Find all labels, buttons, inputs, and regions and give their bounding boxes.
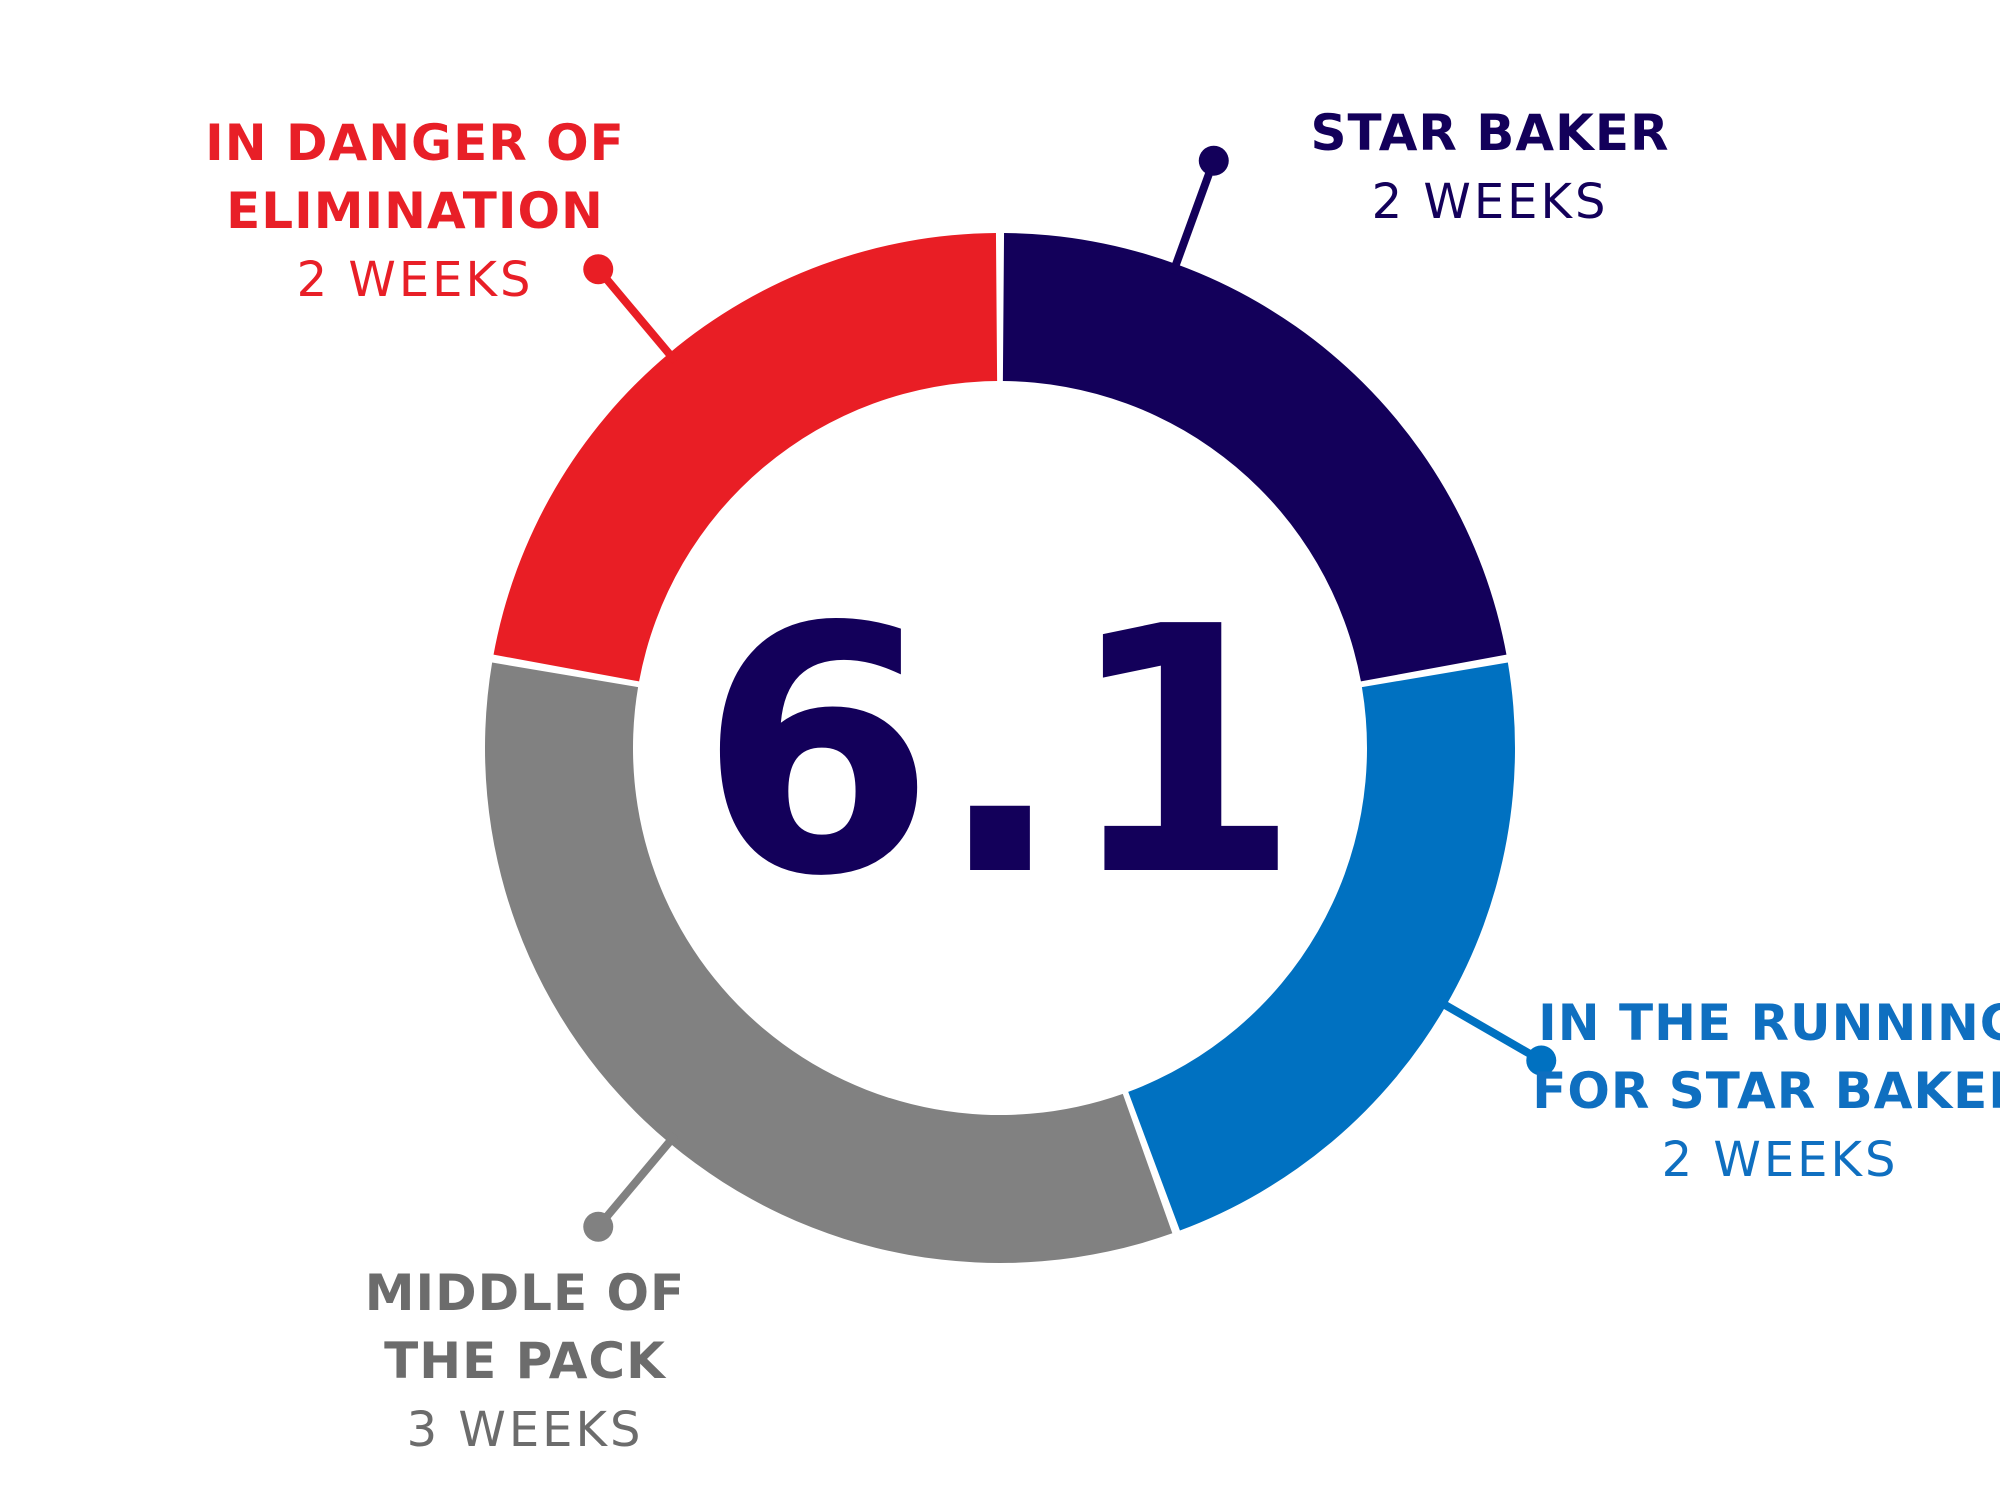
callout-dot-3 [583, 1211, 614, 1242]
callout-line-4 [595, 266, 679, 364]
donut-slice-1 [1002, 233, 1507, 682]
slice-label-2-line-2: FOR STAR BAKER [1532, 1062, 2000, 1120]
callout-line-3 [595, 1132, 679, 1230]
slice-value-3: 3 WEEKS [407, 1402, 644, 1458]
callout-line-2 [1435, 997, 1544, 1064]
slice-value-4: 2 WEEKS [297, 252, 534, 308]
slices-layer [485, 233, 1515, 1263]
callout-dot-4 [583, 254, 614, 285]
donut-slice-4 [493, 233, 998, 682]
center-value: 6.1 [699, 555, 1301, 951]
donut-slice-3 [485, 662, 1173, 1263]
callout-dot-1 [1198, 145, 1229, 176]
slice-label-4-line-1: IN DANGER OF [205, 114, 625, 172]
slice-label-4-line-2: ELIMINATION [226, 182, 604, 240]
callouts-layer [583, 145, 1557, 1242]
slice-value-2: 2 WEEKS [1662, 1132, 1899, 1188]
slice-label-2-line-1: IN THE RUNNING [1538, 994, 2000, 1052]
callout-line-1 [1168, 159, 1218, 275]
slice-label-1-line-1: STAR BAKER [1310, 104, 1669, 162]
labels-layer: STAR BAKER 2 WEEKS IN THE RUNNING FOR STAR … [205, 104, 2000, 1458]
slice-value-1: 2 WEEKS [1372, 174, 1609, 230]
donut-slice-2 [1128, 662, 1515, 1231]
slice-label-3-line-1: MIDDLE OF [365, 1264, 685, 1322]
slice-label-3-line-2: THE PACK [384, 1332, 667, 1390]
callout-dot-2 [1526, 1045, 1557, 1076]
